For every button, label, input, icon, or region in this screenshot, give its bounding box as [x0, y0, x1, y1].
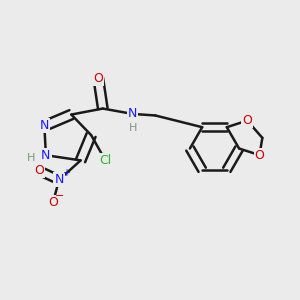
- Text: N: N: [54, 173, 64, 186]
- Text: N: N: [41, 149, 51, 162]
- Text: O: O: [242, 114, 252, 127]
- Text: O: O: [255, 148, 264, 162]
- Text: N: N: [128, 107, 137, 121]
- Text: O: O: [34, 164, 44, 177]
- Text: Cl: Cl: [99, 154, 112, 167]
- Text: H: H: [129, 123, 138, 134]
- Text: O: O: [48, 196, 58, 209]
- Text: O: O: [93, 72, 103, 85]
- Text: +: +: [61, 168, 70, 178]
- Text: H: H: [27, 153, 36, 163]
- Text: N: N: [40, 119, 49, 133]
- Text: −: −: [55, 191, 64, 201]
